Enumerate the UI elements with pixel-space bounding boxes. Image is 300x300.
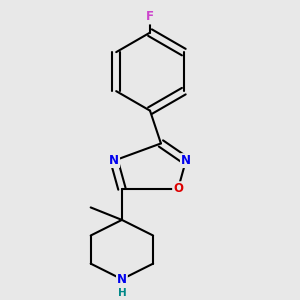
Text: O: O — [173, 182, 183, 195]
Text: F: F — [146, 11, 154, 23]
Text: N: N — [117, 273, 127, 286]
Text: N: N — [181, 154, 191, 167]
Text: H: H — [118, 288, 126, 298]
Text: N: N — [109, 154, 119, 167]
